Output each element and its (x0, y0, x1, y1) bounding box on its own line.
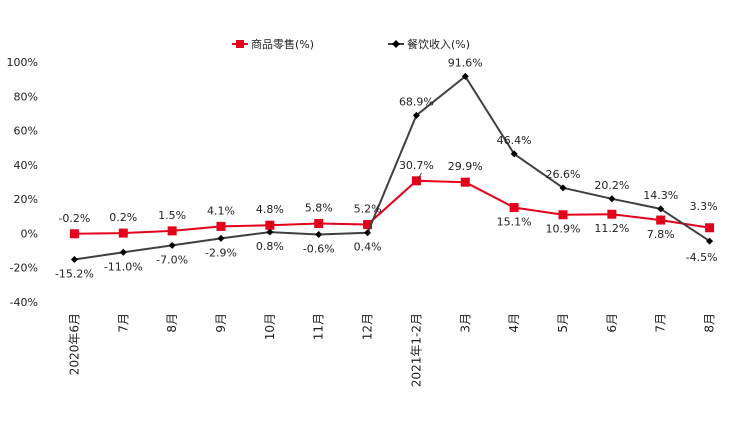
x-tick-label: 8月 (703, 313, 717, 333)
point-marker-catering (559, 184, 567, 192)
point-marker-catering (119, 248, 127, 256)
data-label-catering: 46.4% (497, 134, 532, 147)
data-label-retail: -0.2% (58, 212, 90, 225)
x-tick-label: 5月 (556, 313, 570, 333)
data-label-retail: 3.3% (690, 200, 718, 213)
point-marker-retail (558, 210, 568, 220)
data-label-catering: -11.0% (104, 260, 143, 273)
point-marker-retail (363, 220, 373, 230)
legend-marker-square (236, 40, 244, 48)
point-marker-retail (656, 215, 666, 225)
point-marker-retail (167, 226, 177, 236)
y-axis: -40% -20% 0% 20% 40% 60% 80% 100% (7, 56, 38, 309)
point-marker-retail (509, 203, 519, 213)
x-tick-label: 2020年6月 (67, 313, 81, 375)
point-marker-catering (510, 150, 518, 158)
point-marker-retail (216, 221, 226, 231)
point-marker-catering (315, 230, 323, 238)
data-label-retail: 5.8% (305, 201, 333, 214)
x-tick-label: 2021年1-2月 (409, 313, 423, 387)
point-marker-retail (411, 176, 421, 186)
point-marker-retail (265, 220, 275, 230)
point-marker-catering (70, 255, 78, 263)
y-tick-label: -40% (10, 296, 38, 309)
point-marker-retail (69, 229, 79, 239)
data-label-retail: 10.9% (546, 223, 581, 236)
data-label-catering: 68.9% (399, 95, 434, 108)
leader-line (418, 172, 422, 179)
data-label-retail: 4.8% (256, 203, 284, 216)
point-marker-catering (608, 195, 616, 203)
point-marker-retail (607, 209, 617, 219)
x-tick-label: 9月 (214, 313, 228, 333)
y-tick-label: 40% (14, 159, 38, 172)
y-tick-label: 100% (7, 56, 38, 69)
legend: 商品零售(%) 餐饮收入(%) (232, 37, 470, 51)
series-line-catering (74, 75, 711, 261)
data-label-catering: 0.4% (354, 241, 382, 254)
legend-label: 商品零售(%) (251, 37, 314, 51)
y-tick-label: 0% (21, 227, 38, 240)
data-label-retail: 4.1% (207, 204, 235, 217)
data-label-catering: 14.3% (643, 189, 678, 202)
point-marker-retail (314, 218, 324, 228)
data-label-retail: 0.2% (109, 211, 137, 224)
x-tick-label: 7月 (654, 313, 668, 333)
data-label-catering: -2.9% (205, 246, 237, 259)
x-axis: 2020年6月 7月 8月 9月 10月 11月 12月 2021年1-2月 3月 4月 5月 6月 7… (67, 313, 716, 387)
point-marker-catering (217, 234, 225, 242)
x-tick-label: 12月 (361, 313, 375, 340)
y-tick-label: 60% (14, 125, 38, 138)
x-tick-label: 3月 (458, 313, 472, 333)
x-tick-label: 11月 (312, 313, 326, 340)
point-marker-catering (706, 237, 714, 245)
data-labels: -0.2% 0.2% 1.5% 4.1% 4.8% 5.8% 5.2% 30.7% 29.9% 1… (55, 56, 718, 280)
point-marker-catering (168, 241, 176, 249)
y-tick-label: 80% (14, 90, 38, 103)
point-marker-catering (364, 229, 372, 237)
data-label-retail: 29.9% (448, 160, 483, 173)
y-tick-label: -20% (10, 262, 38, 275)
data-label-catering: 91.6% (448, 56, 483, 69)
data-label-catering: 20.2% (594, 179, 629, 192)
data-label-retail: 11.2% (594, 222, 629, 235)
x-tick-label: 8月 (165, 313, 179, 333)
legend-marker-diamond (392, 40, 400, 48)
x-tick-label: 4月 (507, 313, 521, 333)
data-label-catering: -0.6% (303, 242, 335, 255)
data-label-retail: 15.1% (497, 216, 532, 229)
point-marker-catering (412, 111, 420, 119)
data-label-catering: -7.0% (156, 253, 188, 266)
x-tick-label: 6月 (605, 313, 619, 333)
data-label-catering: 26.6% (546, 168, 581, 181)
data-label-retail: 30.7% (399, 159, 434, 172)
legend-label: 餐饮收入(%) (407, 37, 470, 51)
point-marker-catering (461, 72, 469, 80)
data-label-catering: -4.5% (686, 251, 718, 264)
point-marker-retail (705, 223, 715, 233)
x-tick-label: 10月 (263, 313, 277, 340)
series-layer (69, 72, 715, 263)
data-label-retail: 1.5% (158, 209, 186, 222)
point-marker-retail (118, 228, 128, 238)
point-marker-catering (657, 205, 665, 213)
data-label-retail: 7.8% (647, 228, 675, 241)
x-tick-label: 7月 (116, 313, 130, 333)
point-marker-catering (266, 228, 274, 236)
data-label-retail: 5.2% (354, 203, 382, 216)
y-tick-label: 20% (14, 193, 38, 206)
data-label-catering: 0.8% (256, 240, 284, 253)
point-marker-retail (460, 177, 470, 187)
series-line-retail (74, 179, 710, 235)
data-label-catering: -15.2% (55, 267, 94, 280)
